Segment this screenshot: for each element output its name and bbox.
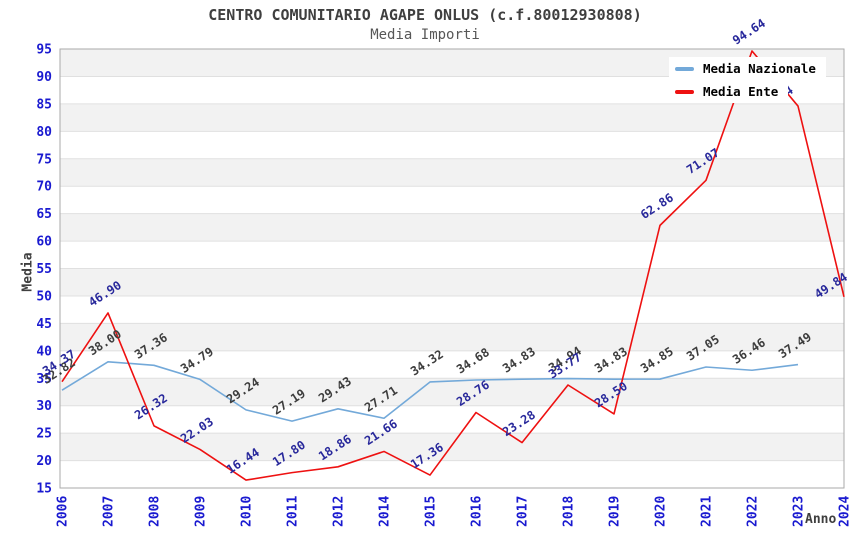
x-tick-label: 2007 — [102, 496, 117, 527]
legend-item-media-nazionale: Media Nazionale — [669, 57, 826, 80]
plot-band — [60, 268, 844, 296]
plot-border — [59, 48, 845, 489]
y-axis-title: Media — [20, 252, 36, 292]
x-tick-label: 2015 — [424, 496, 439, 527]
y-tick-label: 15 — [36, 482, 52, 497]
x-tick-label: 2019 — [608, 496, 623, 527]
y-tick-label: 75 — [36, 152, 52, 167]
x-tick-label: 2010 — [240, 496, 255, 527]
plot-band — [60, 103, 844, 132]
chart-title: CENTRO COMUNITARIO AGAPE ONLUS (c.f.8001… — [208, 6, 642, 24]
x-tick-label: 2009 — [194, 496, 209, 527]
x-tick-label: 2008 — [148, 496, 163, 527]
y-tick-label: 85 — [36, 97, 52, 112]
y-tick-label: 90 — [36, 70, 52, 85]
data-label: 34.32 — [408, 347, 446, 378]
plot-band — [60, 158, 844, 187]
y-tick-label: 20 — [36, 454, 52, 469]
legend-swatch-ente-icon — [675, 89, 694, 94]
y-tick-label: 45 — [36, 317, 52, 332]
x-tick-label: 2023 — [792, 496, 807, 527]
x-tick-label: 2018 — [562, 496, 577, 527]
y-tick-label: 80 — [36, 125, 52, 140]
x-tick-label: 2014 — [378, 496, 393, 527]
y-tick-label: 30 — [36, 399, 52, 414]
plot-band — [60, 433, 844, 461]
legend-label-ente: Media Ente — [703, 84, 779, 99]
legend-label-nazionale: Media Nazionale — [703, 61, 816, 76]
y-tick-label: 50 — [36, 289, 52, 304]
y-tick-label: 65 — [36, 207, 52, 222]
x-tick-label: 2022 — [746, 496, 761, 527]
series-line-media-nazionale — [61, 360, 799, 422]
data-label: 94.64 — [730, 16, 768, 47]
series-line-media-ente — [61, 50, 845, 481]
legend-item-media-ente: Media Ente — [669, 80, 789, 103]
legend-swatch-nazionale-icon — [675, 66, 694, 71]
x-tick-label: 2020 — [654, 496, 669, 527]
x-tick-label: 2016 — [470, 496, 485, 527]
y-tick-label: 95 — [36, 43, 52, 58]
chart-subtitle: Media Importi — [370, 27, 480, 43]
legend: Media Nazionale Media Ente — [669, 57, 826, 103]
plot-band — [60, 378, 844, 406]
plot-band — [60, 213, 844, 242]
x-tick-label: 2006 — [56, 496, 71, 527]
x-tick-label: 2011 — [286, 496, 301, 527]
x-tick-label: 2012 — [332, 496, 347, 527]
x-axis-title: Anno — [805, 512, 837, 527]
y-tick-label: 70 — [36, 180, 52, 195]
y-tick-label: 40 — [36, 344, 52, 359]
x-tick-label: 2021 — [700, 496, 715, 527]
y-tick-label: 35 — [36, 372, 52, 387]
y-tick-label: 55 — [36, 262, 52, 277]
plot-band — [60, 323, 844, 351]
y-tick-label: 25 — [36, 427, 52, 442]
y-tick-label: 60 — [36, 235, 52, 250]
x-tick-label: 2024 — [838, 496, 850, 527]
x-tick-label: 2017 — [516, 496, 531, 527]
